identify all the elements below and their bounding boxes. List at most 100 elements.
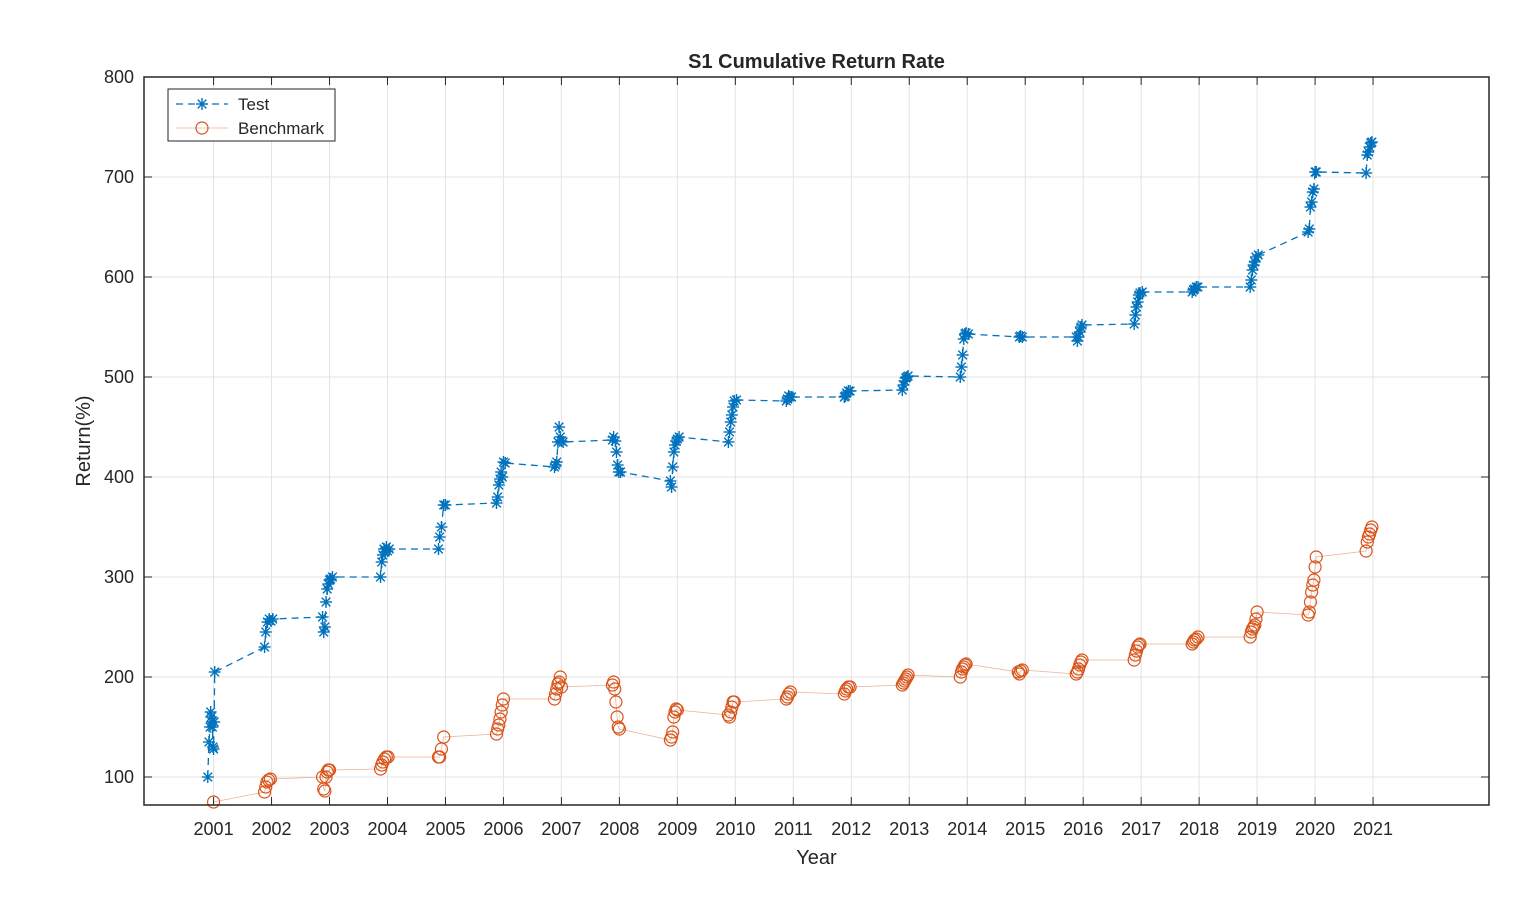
benchmark-point bbox=[1308, 560, 1322, 574]
y-tick-label: 800 bbox=[104, 67, 134, 87]
test-point bbox=[1360, 167, 1373, 179]
x-tick-label: 2010 bbox=[715, 819, 755, 839]
benchmark-point bbox=[1013, 664, 1028, 678]
benchmark-point bbox=[843, 680, 857, 694]
test-point bbox=[433, 531, 446, 543]
y-tick-label: 600 bbox=[104, 267, 134, 287]
test-point bbox=[1303, 223, 1316, 235]
test-point bbox=[902, 370, 915, 382]
benchmark-point bbox=[554, 680, 569, 694]
benchmark-point bbox=[953, 670, 967, 684]
test-point bbox=[432, 543, 445, 555]
test-point bbox=[499, 457, 512, 469]
benchmark-point bbox=[1131, 640, 1145, 654]
test-point bbox=[1129, 309, 1142, 321]
test-point bbox=[1305, 196, 1318, 208]
benchmark-point bbox=[838, 684, 853, 698]
benchmark-point bbox=[1360, 535, 1374, 549]
grid-lines bbox=[144, 76, 1489, 805]
test-point bbox=[316, 611, 329, 623]
benchmark-point bbox=[783, 685, 798, 699]
test-point bbox=[954, 371, 967, 383]
benchmark-line bbox=[213, 526, 1373, 803]
benchmark-point bbox=[611, 720, 625, 734]
benchmark-point bbox=[666, 725, 680, 739]
y-axis-title: Return(%) bbox=[73, 395, 95, 486]
benchmark-point bbox=[606, 675, 621, 689]
benchmark-point bbox=[553, 670, 567, 684]
benchmark-point bbox=[1307, 573, 1321, 587]
benchmark-point bbox=[319, 770, 333, 784]
benchmark-point bbox=[547, 692, 562, 706]
test-point bbox=[318, 621, 331, 633]
benchmark-point bbox=[1075, 653, 1089, 667]
test-point bbox=[1076, 319, 1089, 331]
benchmark-point bbox=[722, 710, 737, 724]
benchmark-point bbox=[1306, 578, 1320, 592]
test-point bbox=[667, 446, 680, 458]
chart-title: S1 Cumulative Return Rate bbox=[688, 51, 945, 73]
x-tick-label: 2012 bbox=[831, 819, 871, 839]
test-line bbox=[207, 141, 1373, 778]
y-tick-label: 100 bbox=[104, 767, 134, 787]
test-point bbox=[722, 436, 735, 448]
x-tick-label: 2007 bbox=[541, 819, 581, 839]
test-point bbox=[207, 743, 220, 755]
benchmark-point bbox=[1248, 618, 1262, 632]
benchmark-point bbox=[669, 702, 683, 716]
benchmark-point bbox=[381, 750, 395, 764]
benchmark-point bbox=[612, 722, 626, 736]
x-tick-label: 2009 bbox=[657, 819, 697, 839]
benchmark-point bbox=[257, 785, 272, 799]
test-point bbox=[1307, 183, 1320, 195]
benchmark-point bbox=[664, 730, 679, 744]
test-point bbox=[665, 481, 678, 493]
test-point bbox=[1016, 331, 1029, 343]
y-tick-label: 400 bbox=[104, 467, 134, 487]
benchmark-point bbox=[206, 795, 221, 809]
benchmark-point bbox=[1074, 655, 1088, 669]
test-point bbox=[320, 596, 333, 608]
test-point bbox=[1252, 249, 1265, 261]
legend-entry-benchmark: Benchmark bbox=[176, 119, 324, 138]
benchmark-point bbox=[263, 772, 277, 786]
legend-entry-test: Test bbox=[176, 95, 269, 114]
test-point bbox=[550, 456, 563, 468]
x-tick-label: 2002 bbox=[252, 819, 292, 839]
benchmark-point bbox=[433, 750, 447, 764]
benchmark-point bbox=[1249, 612, 1263, 626]
benchmark-point bbox=[1247, 620, 1261, 634]
x-axis-title: Year bbox=[796, 847, 837, 869]
benchmark-point bbox=[320, 765, 334, 779]
x-tick-label: 2001 bbox=[194, 819, 234, 839]
test-point bbox=[1304, 201, 1317, 213]
series-test bbox=[201, 136, 1378, 783]
benchmark-point bbox=[494, 705, 508, 719]
test-point bbox=[557, 436, 570, 448]
test-point bbox=[201, 771, 214, 783]
benchmark-point bbox=[318, 784, 332, 798]
test-point bbox=[1191, 281, 1204, 293]
x-tick-label: 2008 bbox=[599, 819, 639, 839]
test-point bbox=[266, 613, 279, 625]
benchmark-point bbox=[1359, 544, 1373, 558]
test-point bbox=[730, 394, 743, 406]
benchmark-point bbox=[1309, 550, 1323, 564]
benchmark-point bbox=[1186, 635, 1200, 649]
y-tick-label: 500 bbox=[104, 367, 134, 387]
legend-label: Test bbox=[238, 95, 269, 114]
benchmark-point bbox=[493, 712, 507, 726]
test-point bbox=[439, 499, 452, 511]
benchmark-point bbox=[727, 695, 741, 709]
benchmark-point bbox=[259, 780, 273, 794]
test-point bbox=[383, 543, 396, 555]
x-tick-label: 2017 bbox=[1121, 819, 1161, 839]
test-point bbox=[724, 416, 737, 428]
benchmark-point bbox=[609, 695, 623, 709]
legend-label: Benchmark bbox=[238, 119, 324, 138]
test-point bbox=[1365, 136, 1378, 148]
test-point bbox=[785, 391, 798, 403]
benchmark-point bbox=[1191, 630, 1205, 644]
